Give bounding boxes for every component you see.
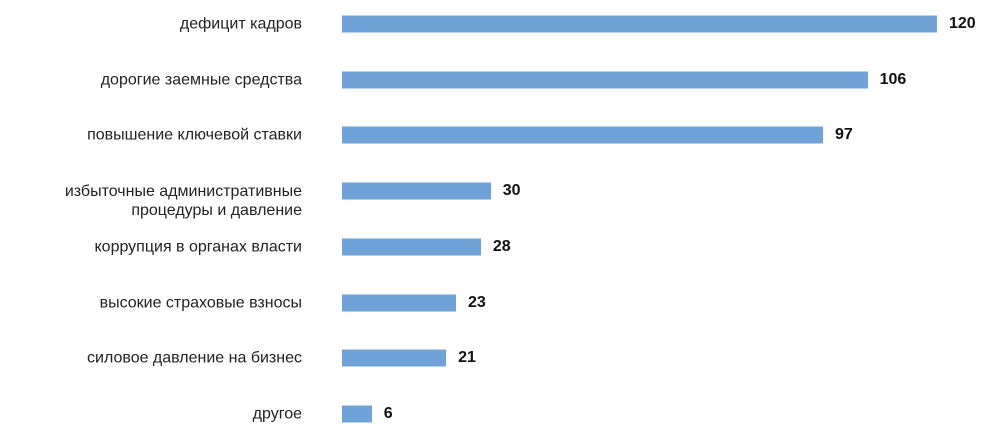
value-label: 30 bbox=[502, 182, 521, 200]
bar bbox=[342, 15, 937, 33]
category-label: дорогие заемные средства bbox=[100, 71, 302, 89]
category-label: коррупция в органах власти bbox=[94, 238, 302, 256]
category-label: высокие страховые взносы bbox=[99, 294, 302, 311]
category-label: повышение ключевой ставки bbox=[87, 126, 302, 144]
bar bbox=[342, 126, 823, 144]
value-label: 28 bbox=[492, 237, 511, 255]
bar bbox=[342, 238, 481, 256]
value-label: 97 bbox=[834, 126, 853, 144]
bar bbox=[342, 71, 868, 89]
bar bbox=[342, 294, 457, 311]
category-label: избыточные административные процедуры и … bbox=[64, 183, 302, 220]
bar bbox=[342, 182, 491, 200]
value-label: 106 bbox=[879, 70, 907, 88]
value-label: 23 bbox=[468, 293, 486, 311]
bar bbox=[342, 349, 447, 367]
value-label: 21 bbox=[458, 349, 476, 367]
value-label: 120 bbox=[949, 15, 976, 32]
bar bbox=[342, 405, 372, 423]
value-label: 6 bbox=[383, 404, 393, 422]
category-label: другое bbox=[252, 405, 302, 423]
category-label: дефицит кадров bbox=[179, 15, 302, 33]
category-label: силовое давление на бизнес bbox=[87, 349, 302, 367]
